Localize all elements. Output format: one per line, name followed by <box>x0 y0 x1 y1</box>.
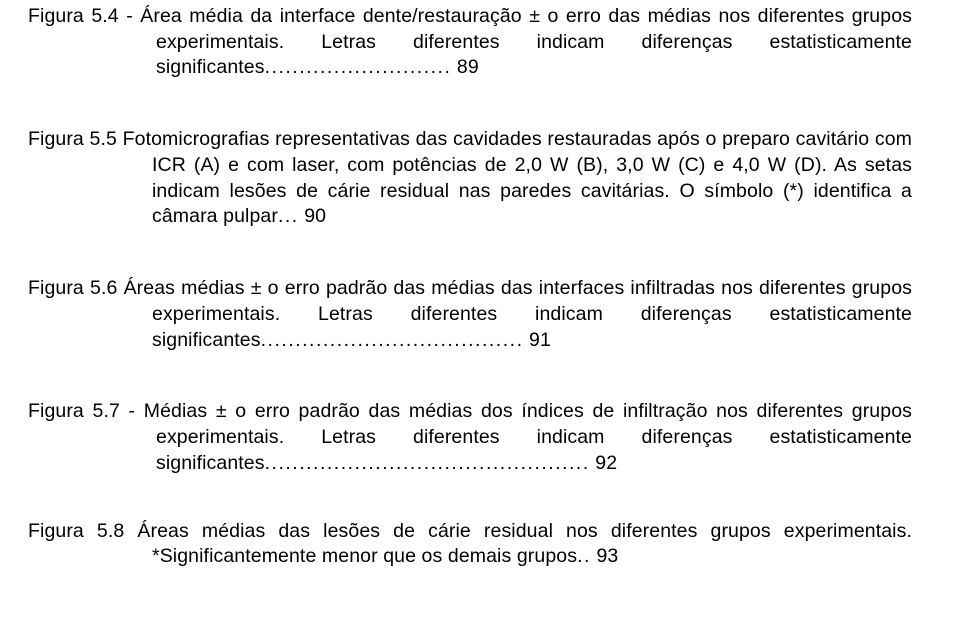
figure-entry-5-4: Figura 5.4 - Área média da interface den… <box>28 4 912 81</box>
page-number: 92 <box>590 452 617 474</box>
figure-entry-5-6: Figura 5.6 Áreas médias ± o erro padrão … <box>28 276 912 353</box>
leader-dots: .. <box>577 545 591 567</box>
page-number: 93 <box>591 545 618 567</box>
leader-wrap: ........................... 89 <box>265 56 479 78</box>
entry-line: Figura 5.8 Áreas médias das lesões de cá… <box>28 519 912 570</box>
leader-dots: ........................... <box>265 56 452 78</box>
figure-entry-5-7: Figura 5.7 - Médias ± o erro padrão das … <box>28 399 912 476</box>
figure-label: Figura 5.6 <box>28 277 124 299</box>
figure-list-page: Figura 5.4 - Área média da interface den… <box>0 0 960 570</box>
entry-line: Figura 5.4 - Área média da interface den… <box>28 4 912 81</box>
page-number: 89 <box>451 56 478 78</box>
figure-entry-5-5: Figura 5.5 Fotomicrografias representati… <box>28 127 912 230</box>
figure-entry-5-8: Figura 5.8 Áreas médias das lesões de cá… <box>28 519 912 570</box>
figure-caption: Área média da interface dente/restauraçã… <box>140 5 912 78</box>
leader-dots: ........................................… <box>265 452 590 474</box>
leader-dots: ...................................... <box>261 329 524 351</box>
figure-label: Figura 5.7 - <box>28 400 144 422</box>
figure-caption: Fotomicrografias representativas das cav… <box>123 128 912 227</box>
leader-wrap: .. 93 <box>577 545 618 567</box>
leader-wrap: ... 90 <box>278 205 326 227</box>
page-number: 90 <box>299 205 326 227</box>
figure-label: Figura 5.8 <box>28 520 137 542</box>
leader-dots: ... <box>278 205 299 227</box>
entry-line: Figura 5.5 Fotomicrografias representati… <box>28 127 912 230</box>
figure-label: Figura 5.5 <box>28 128 123 150</box>
figure-label: Figura 5.4 - <box>28 5 140 27</box>
figure-caption: Áreas médias das lesões de cárie residua… <box>137 520 912 568</box>
leader-wrap: ........................................… <box>265 452 618 474</box>
leader-wrap: ...................................... 9… <box>261 329 551 351</box>
entry-line: Figura 5.7 - Médias ± o erro padrão das … <box>28 399 912 476</box>
entry-line: Figura 5.6 Áreas médias ± o erro padrão … <box>28 276 912 353</box>
page-number: 91 <box>523 329 550 351</box>
